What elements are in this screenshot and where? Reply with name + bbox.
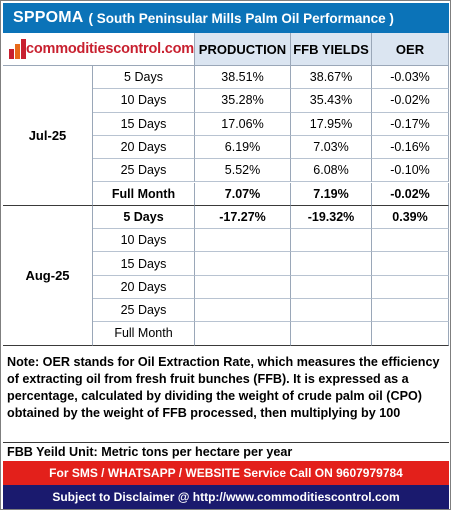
production-cell — [195, 229, 291, 253]
period-cell: 20 Days — [93, 275, 195, 299]
ffb-yield-cell: 7.19% — [291, 182, 372, 206]
ffb-yield-cell — [291, 299, 372, 323]
title-main: SPPOMA — [13, 9, 84, 26]
oer-cell: -0.16% — [372, 135, 449, 160]
ffb-yield-cell: 6.08% — [291, 159, 372, 183]
production-cell: 5.52% — [195, 159, 291, 183]
period-cell: 5 Days — [93, 66, 195, 90]
month-label: Jul-25 — [3, 66, 93, 206]
production-cell — [195, 299, 291, 323]
oer-cell — [372, 252, 449, 276]
oer-cell: -0.02% — [372, 182, 449, 206]
oer-cell — [372, 322, 449, 346]
ffb-yield-cell — [291, 252, 372, 276]
title-bar: SPPOMA ( South Peninsular Mills Palm Oil… — [3, 3, 449, 33]
oer-cell: -0.17% — [372, 112, 449, 136]
period-cell: 15 Days — [93, 252, 195, 276]
production-cell: 17.06% — [195, 112, 291, 136]
production-cell: 38.51% — [195, 66, 291, 90]
ffb-yield-cell — [291, 229, 372, 253]
ffb-yield-cell: 17.95% — [291, 112, 372, 136]
period-cell: Full Month — [93, 322, 195, 346]
ffb-yield-cell: 38.67% — [291, 66, 372, 90]
period-cell: 5 Days — [93, 205, 195, 230]
yield-unit-note: FBB Yeild Unit: Metric tons per hectare … — [7, 445, 293, 459]
production-cell: 7.07% — [195, 182, 291, 206]
oer-cell — [372, 275, 449, 299]
oer-cell: -0.02% — [372, 89, 449, 113]
production-cell — [195, 275, 291, 299]
oer-cell — [372, 299, 449, 323]
month-label: Aug-25 — [3, 205, 93, 346]
oer-cell — [372, 229, 449, 253]
production-cell: -17.27% — [195, 205, 291, 230]
disclaimer-banner: Subject to Disclaimer @ http://www.commo… — [3, 485, 449, 509]
production-cell — [195, 252, 291, 276]
oer-cell: -0.10% — [372, 159, 449, 183]
oer-note: Note: OER stands for Oil Extraction Rate… — [3, 353, 449, 443]
logo-bars-icon — [9, 39, 26, 59]
production-cell: 35.28% — [195, 89, 291, 113]
header-production: PRODUCTION — [195, 33, 291, 66]
ffb-yield-cell — [291, 275, 372, 299]
period-cell: 25 Days — [93, 299, 195, 323]
header-oer: OER — [372, 33, 449, 66]
period-cell: 25 Days — [93, 159, 195, 183]
production-cell — [195, 322, 291, 346]
logo-text: commoditiescontrol.com — [25, 41, 194, 57]
ffb-yield-cell: -19.32% — [291, 205, 372, 230]
sms-service-banner: For SMS / WHATSAPP / WEBSITE Service Cal… — [3, 461, 449, 485]
production-cell: 6.19% — [195, 135, 291, 160]
ffb-yield-cell: 35.43% — [291, 89, 372, 113]
period-cell: 20 Days — [93, 135, 195, 160]
oer-cell: -0.03% — [372, 66, 449, 90]
oer-cell: 0.39% — [372, 205, 449, 230]
period-cell: 10 Days — [93, 229, 195, 253]
header-ffb-yields: FFB YIELDS — [291, 33, 372, 66]
ffb-yield-cell: 7.03% — [291, 135, 372, 160]
title-subtitle: ( South Peninsular Mills Palm Oil Perfor… — [88, 10, 394, 26]
period-cell: Full Month — [93, 182, 195, 206]
period-cell: 15 Days — [93, 112, 195, 136]
ffb-yield-cell — [291, 322, 372, 346]
logo: commoditiescontrol.com — [3, 33, 195, 66]
period-cell: 10 Days — [93, 89, 195, 113]
